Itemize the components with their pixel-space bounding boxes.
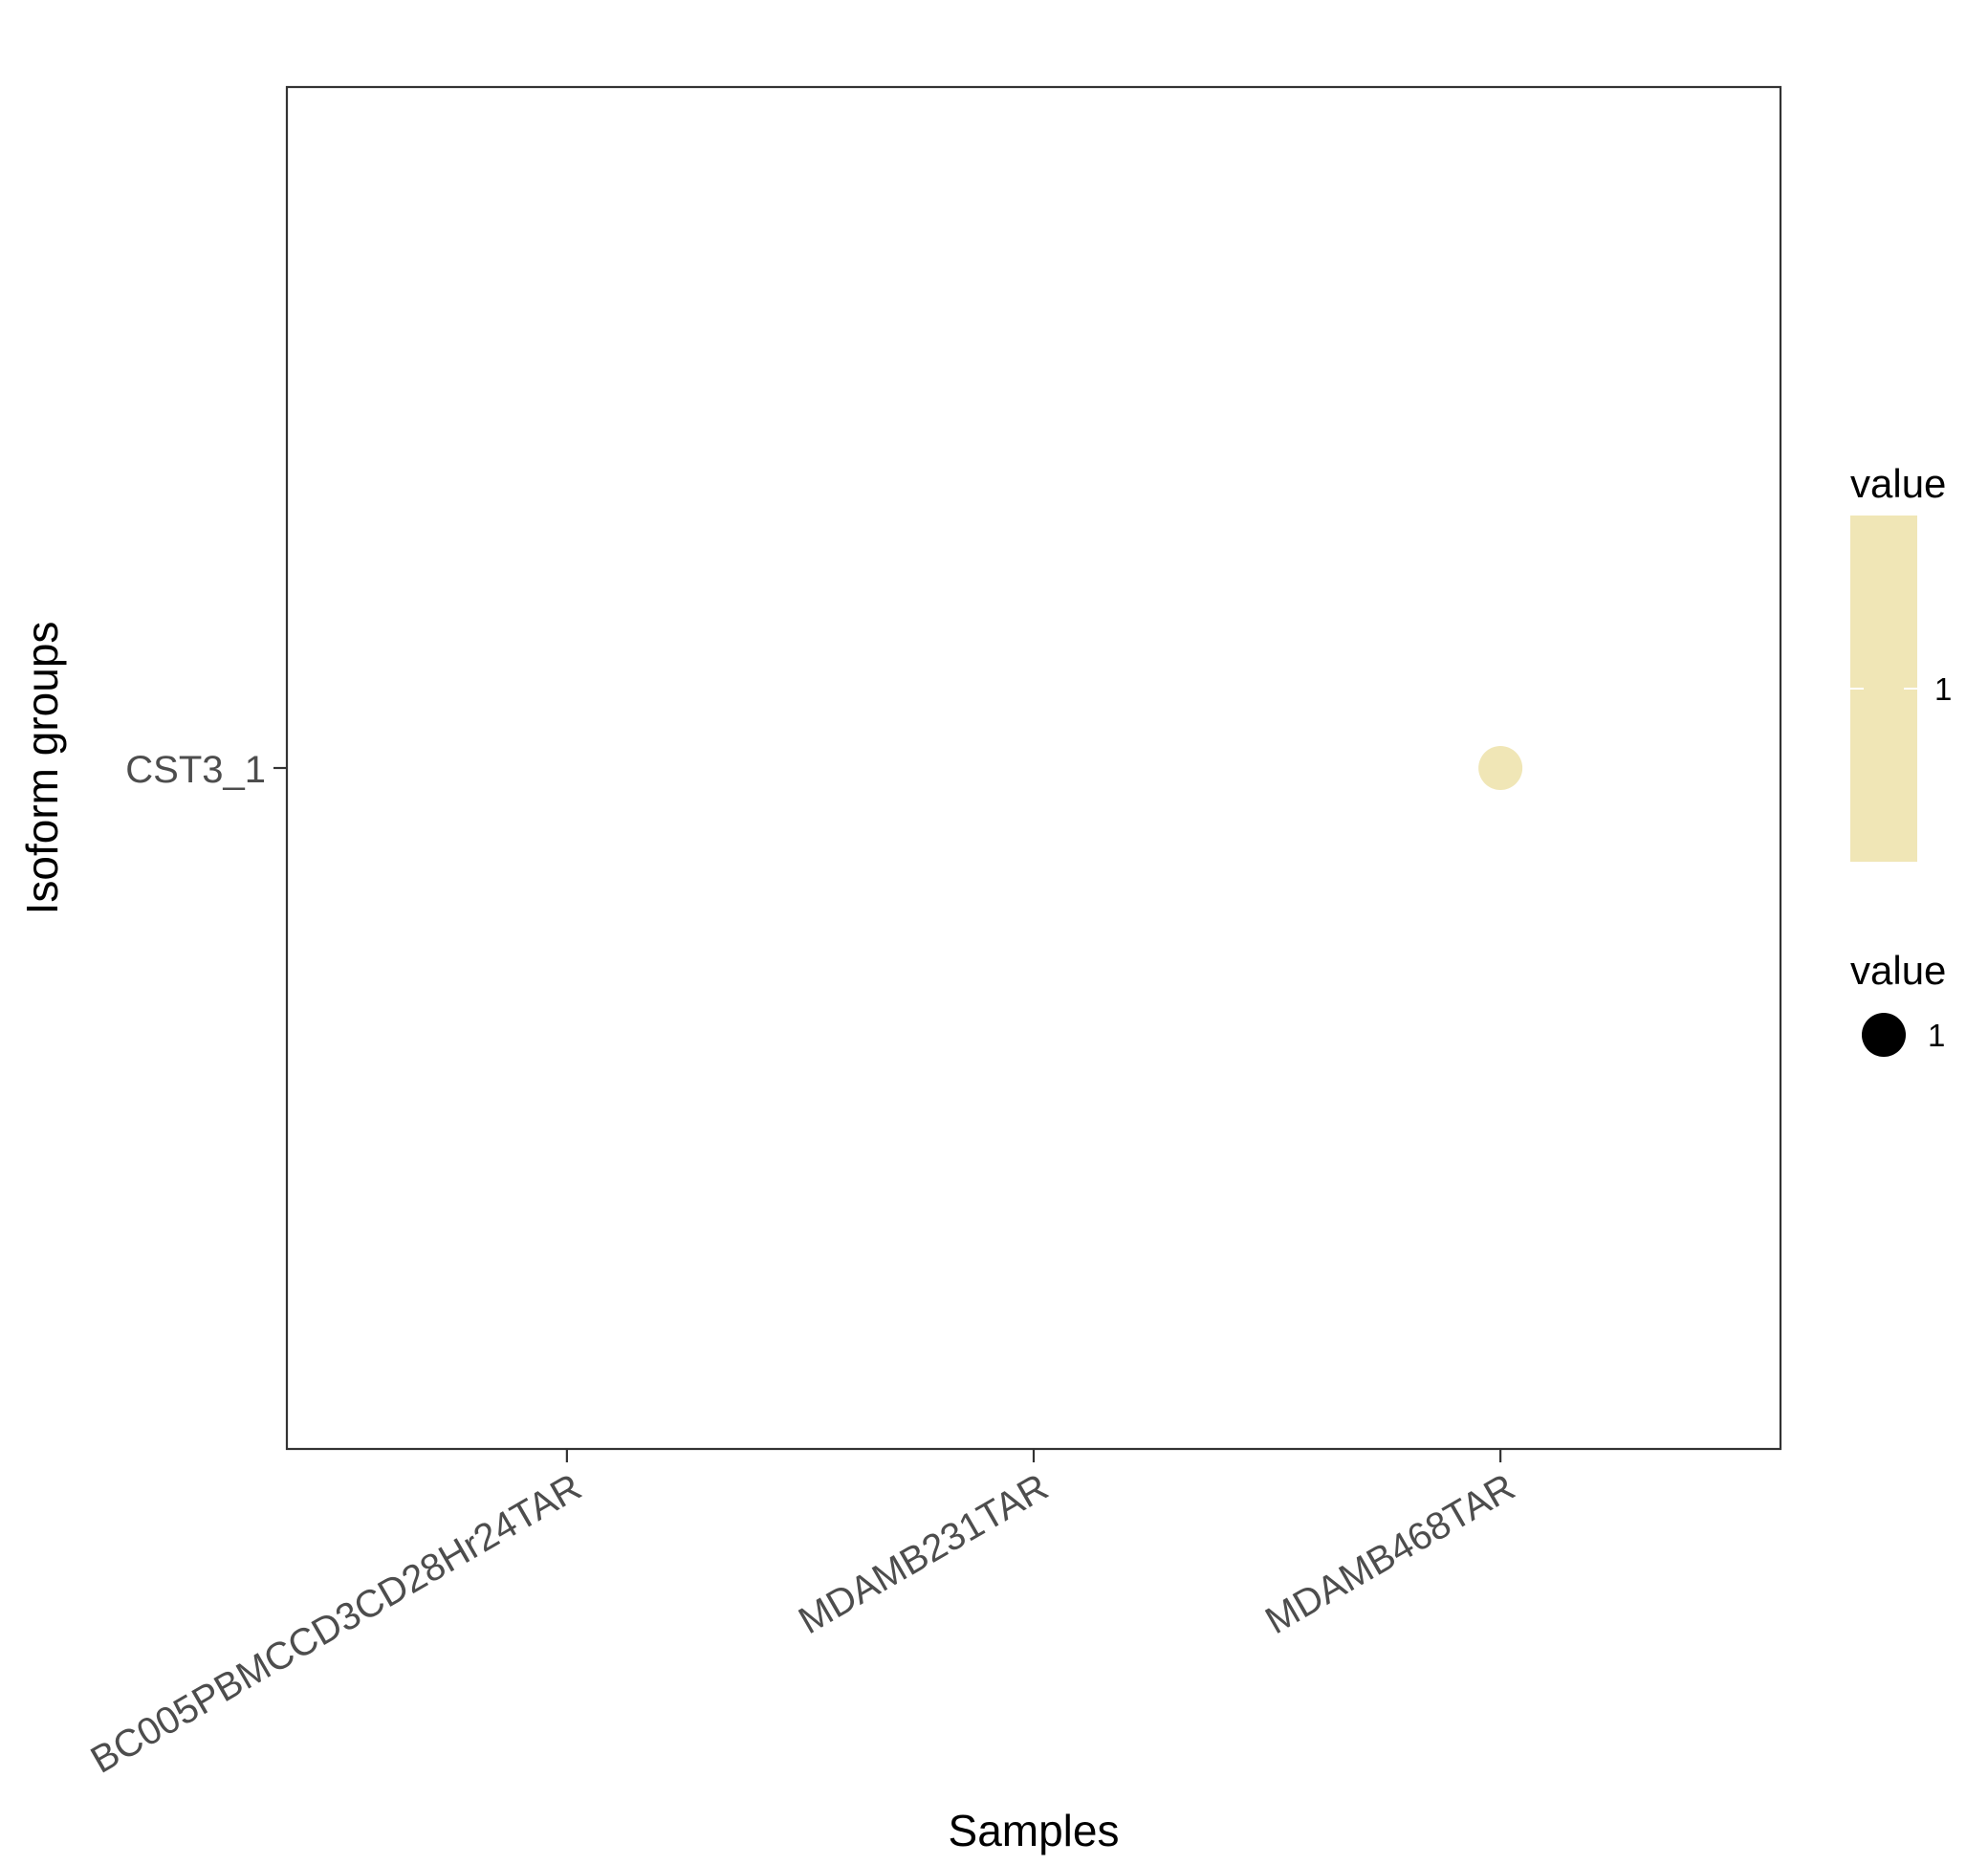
color-legend-ticks: 1 — [1850, 671, 1952, 707]
data-point — [1478, 746, 1523, 790]
data-points — [1478, 746, 1523, 790]
x-axis-title: Samples — [949, 1806, 1120, 1855]
plot-panel — [285, 85, 1782, 1451]
legend: value 1 value 1 — [1850, 461, 1952, 1057]
y-axis-ticks: CST3_1 — [125, 749, 287, 791]
size-legend-key — [1862, 1013, 1906, 1057]
color-legend-title: value — [1850, 461, 1946, 506]
size-legend-label: 1 — [1928, 1018, 1945, 1053]
size-legend-title: value — [1850, 948, 1946, 993]
y-axis-title: Isoform groups — [17, 622, 67, 915]
size-legend-entries: 1 — [1862, 1013, 1945, 1057]
y-tick-label: CST3_1 — [125, 749, 266, 791]
colorbar-tick-label: 1 — [1934, 671, 1952, 707]
